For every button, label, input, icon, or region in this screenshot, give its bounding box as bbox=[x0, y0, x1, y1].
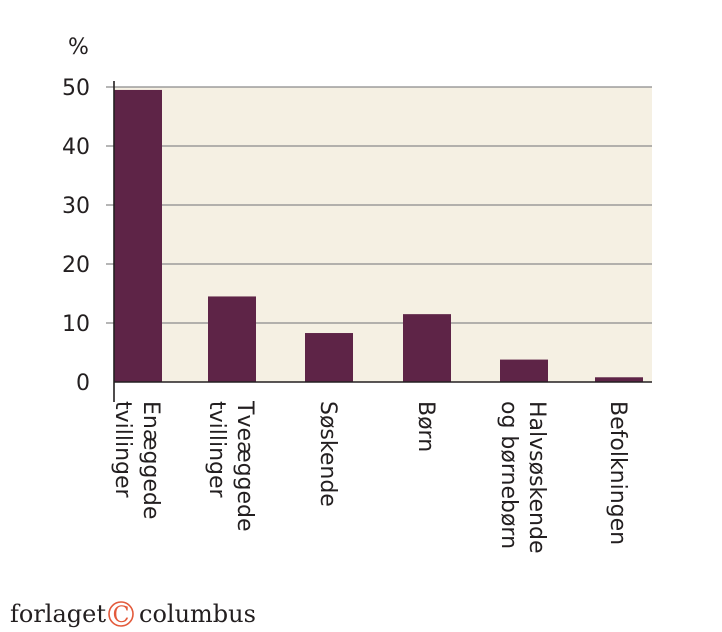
bar bbox=[305, 333, 353, 382]
x-category-label: Enæggede bbox=[138, 401, 163, 519]
x-category-label: Halvsøskende bbox=[524, 401, 549, 553]
x-category-label: Tveæggede bbox=[232, 400, 257, 532]
y-tick-label: 20 bbox=[62, 253, 90, 278]
grid-lines bbox=[106, 86, 652, 324]
brand-mark-letter: C bbox=[113, 603, 130, 628]
x-category-label: tvillinger bbox=[204, 401, 229, 499]
y-tick-label: 50 bbox=[62, 76, 90, 101]
y-axis-unit-label: % bbox=[68, 35, 89, 60]
bars bbox=[114, 89, 643, 382]
copyright-circle-icon bbox=[108, 601, 134, 627]
bar bbox=[595, 377, 643, 382]
bar bbox=[114, 89, 162, 382]
publisher-logo: forlaget C columbus bbox=[10, 600, 256, 628]
x-category-label: Søskende bbox=[315, 401, 340, 507]
x-category-label: Børn bbox=[413, 401, 438, 452]
plot-background bbox=[114, 87, 652, 382]
y-tick-label: 10 bbox=[62, 312, 90, 337]
y-tick-label: 30 bbox=[62, 194, 90, 219]
y-tick-label: 0 bbox=[76, 371, 90, 396]
y-tick-label: 40 bbox=[62, 135, 90, 160]
y-axis-ticks: 0 10 20 30 40 50 bbox=[62, 76, 90, 396]
x-category-label: tvillinger bbox=[110, 401, 135, 499]
bar bbox=[208, 296, 256, 382]
brand-text-forlaget: forlaget bbox=[10, 600, 106, 628]
brand-text-columbus: columbus bbox=[139, 600, 256, 628]
bar bbox=[403, 314, 451, 382]
x-category-label: og børnebørn bbox=[496, 401, 521, 549]
bar bbox=[500, 359, 548, 382]
x-category-label: Befolkningen bbox=[605, 401, 630, 545]
